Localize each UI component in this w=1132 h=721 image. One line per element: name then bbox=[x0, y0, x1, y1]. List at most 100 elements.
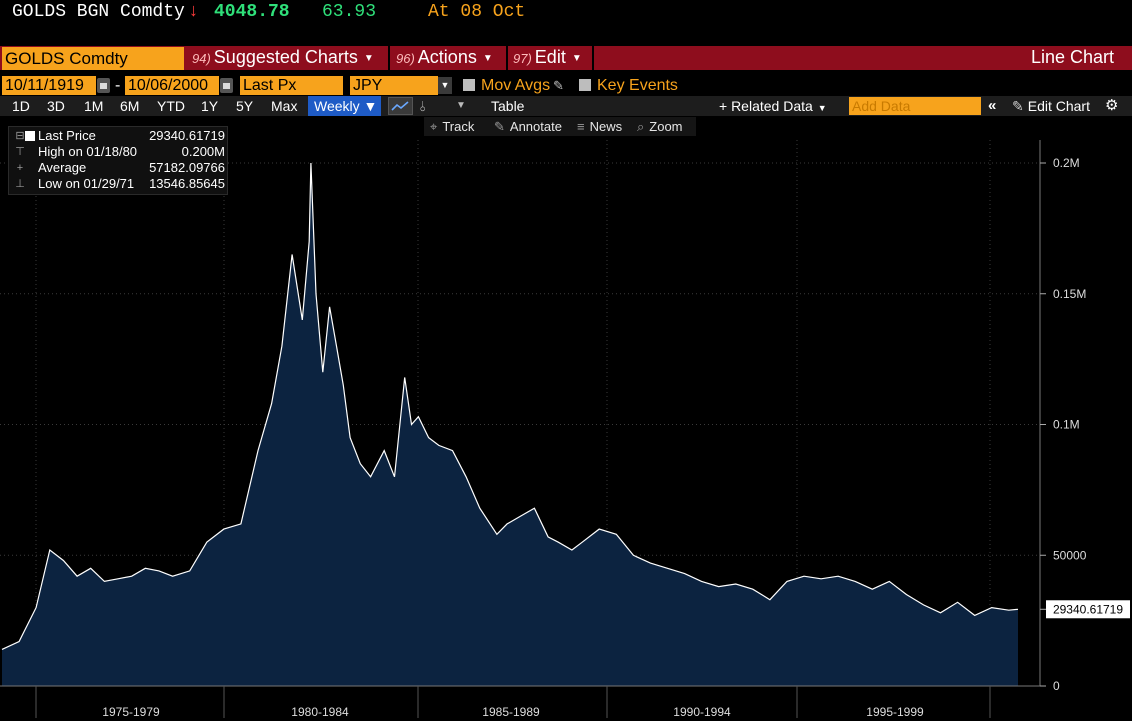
menu-divider bbox=[506, 46, 508, 70]
actions-label: Actions bbox=[417, 47, 477, 67]
caret-down-icon: ▼ bbox=[571, 53, 582, 64]
last-value-label: 29340.61719 bbox=[1053, 602, 1123, 616]
mov-avgs-checkbox[interactable] bbox=[463, 79, 475, 91]
price-line bbox=[1, 162, 1019, 650]
legend-label: Average bbox=[38, 160, 87, 175]
chart-type-label[interactable]: Line Chart bbox=[1030, 47, 1114, 67]
candle-chart-icon[interactable]: ⫰ bbox=[420, 98, 427, 114]
news-tool[interactable]: ≡ News bbox=[577, 117, 622, 136]
period-max[interactable]: Max bbox=[271, 98, 298, 114]
chart-toolbar: 1D 3D 1M 6M YTD 1Y 5Y Max Weekly ▼ ⫰ ▼ T… bbox=[0, 96, 1132, 116]
pencil-icon: ✎ bbox=[494, 119, 505, 134]
actions-number: 96) bbox=[396, 51, 415, 66]
chevron-down-icon[interactable]: ▼ bbox=[438, 77, 452, 94]
price-area bbox=[2, 163, 1018, 686]
key-events-checkbox[interactable] bbox=[579, 79, 591, 91]
legend-last-price: ⊟ Last Price 29340.61719 bbox=[9, 128, 229, 144]
x-tick-label: 1985-1989 bbox=[482, 705, 540, 719]
currency-selector[interactable]: JPY bbox=[350, 76, 438, 95]
caret-down-icon: ▼ bbox=[817, 103, 827, 113]
series-swatch bbox=[25, 131, 35, 141]
gear-icon[interactable]: ⚙ bbox=[1105, 97, 1119, 114]
chart-controls-row: 10/11/1919 - 10/06/2000 Last Px JPY ▼ Mo… bbox=[0, 76, 1132, 96]
x-tick-label: 1990-1994 bbox=[673, 705, 731, 719]
crosshair-icon: ⌖ bbox=[430, 119, 438, 134]
edit-menu[interactable]: 97) Edit ▼ bbox=[513, 46, 582, 70]
magnifier-icon: ⌕ bbox=[637, 119, 645, 134]
news-label: News bbox=[589, 119, 623, 134]
edit-number: 97) bbox=[513, 51, 532, 66]
period-1y[interactable]: 1Y bbox=[201, 98, 219, 114]
x-tick-label: 1995-1999 bbox=[866, 705, 924, 719]
pencil-icon[interactable]: ✎ bbox=[553, 78, 564, 93]
legend-label: Last Price bbox=[38, 128, 96, 143]
zoom-tool[interactable]: ⌕ Zoom bbox=[637, 117, 683, 136]
track-label: Track bbox=[442, 119, 475, 134]
calendar-icon[interactable] bbox=[97, 78, 110, 93]
mov-avgs-label[interactable]: Mov Avgs bbox=[481, 77, 551, 94]
legend-label: Low on 01/29/71 bbox=[38, 176, 135, 191]
x-tick-label: 1975-1979 bbox=[102, 705, 160, 719]
caret-down-icon: ▼ bbox=[363, 53, 374, 64]
legend-low: ⊥ Low on 01/29/71 13546.85645 bbox=[9, 176, 229, 192]
period-5y[interactable]: 5Y bbox=[236, 98, 254, 114]
chart-legend: ⊟ Last Price 29340.61719 ⊤ High on 01/18… bbox=[8, 126, 228, 195]
caret-down-icon: ▼ bbox=[482, 53, 493, 64]
collapse-toggle-icon[interactable]: ⊟ bbox=[15, 130, 25, 142]
high-marker-icon: ⊤ bbox=[15, 146, 25, 158]
legend-value: 0.200M bbox=[181, 144, 225, 159]
edit-chart-button[interactable]: ✎ Edit Chart bbox=[1012, 96, 1090, 116]
last-price: 4048.78 bbox=[214, 2, 290, 22]
y-tick-label: 0.2M bbox=[1053, 156, 1080, 170]
chart-tools-bar: ⌖ Track ✎ Annotate ≡ News ⌕ Zoom bbox=[424, 117, 696, 136]
period-1m[interactable]: 1M bbox=[84, 98, 104, 114]
end-date-field[interactable]: 10/06/2000 bbox=[125, 76, 219, 95]
table-button[interactable]: Table bbox=[491, 98, 525, 114]
edit-chart-label: Edit Chart bbox=[1027, 98, 1090, 114]
add-data-input[interactable]: Add Data bbox=[849, 97, 981, 115]
down-arrow-icon: ↓ bbox=[188, 2, 199, 22]
date-range-dash: - bbox=[115, 77, 121, 94]
collapse-icon[interactable]: « bbox=[988, 97, 997, 114]
chevron-down-icon[interactable]: ▼ bbox=[456, 100, 466, 111]
y-tick-label: 0.1M bbox=[1053, 418, 1080, 432]
period-1d[interactable]: 1D bbox=[12, 98, 30, 114]
menu-divider bbox=[388, 46, 390, 70]
line-chart-icon[interactable] bbox=[388, 97, 413, 115]
annotate-tool[interactable]: ✎ Annotate bbox=[494, 117, 562, 136]
y-tick-label: 0.15M bbox=[1053, 287, 1086, 301]
average-marker-icon: + bbox=[16, 162, 24, 174]
legend-value: 57182.09766 bbox=[149, 160, 225, 175]
pencil-icon: ✎ bbox=[1012, 98, 1024, 114]
calendar-icon[interactable] bbox=[220, 78, 233, 93]
legend-label: High on 01/18/80 bbox=[38, 144, 138, 159]
ticker-symbol: GOLDS BGN Comdty bbox=[12, 2, 185, 22]
menu-bar: GOLDS Comdty 94) Suggested Charts ▼ 96) Act… bbox=[0, 46, 1132, 70]
legend-average: + Average 57182.09766 bbox=[9, 160, 229, 176]
frequency-dropdown[interactable]: Weekly ▼ bbox=[308, 96, 381, 116]
actions-menu[interactable]: 96) Actions ▼ bbox=[396, 46, 493, 70]
field-selector[interactable]: Last Px bbox=[240, 76, 343, 95]
price-chart[interactable]: 0 50000 0.1M 0.15M 0.2M 1975-1979 1980-1984 198… bbox=[0, 140, 1132, 721]
suggested-charts-label: Suggested Charts bbox=[213, 47, 358, 67]
last-value-badge bbox=[1046, 600, 1130, 619]
related-data-button[interactable]: + Related Data ▼ bbox=[719, 96, 827, 116]
period-ytd[interactable]: YTD bbox=[157, 98, 185, 114]
security-field[interactable]: GOLDS Comdty bbox=[2, 47, 184, 70]
menu-divider bbox=[592, 46, 594, 70]
annotate-label: Annotate bbox=[509, 119, 562, 134]
legend-high: ⊤ High on 01/18/80 0.200M bbox=[9, 144, 229, 160]
quote-time: At 08 Oct bbox=[428, 2, 526, 22]
edit-label: Edit bbox=[534, 47, 566, 67]
legend-value: 13546.85645 bbox=[149, 176, 225, 191]
period-3d[interactable]: 3D bbox=[47, 98, 65, 114]
period-6m[interactable]: 6M bbox=[120, 98, 140, 114]
track-tool[interactable]: ⌖ Track bbox=[430, 117, 474, 136]
y-tick-label: 0 bbox=[1053, 679, 1060, 693]
zoom-label: Zoom bbox=[649, 119, 683, 134]
suggested-charts-menu[interactable]: 94) Suggested Charts ▼ bbox=[192, 46, 374, 70]
ticker-bar: GOLDS BGN Comdty ↓ 4048.78 63.93 At 08 O… bbox=[0, 0, 1132, 26]
start-date-field[interactable]: 10/11/1919 bbox=[2, 76, 96, 95]
key-events-label[interactable]: Key Events bbox=[597, 77, 678, 94]
news-icon: ≡ bbox=[577, 119, 585, 134]
